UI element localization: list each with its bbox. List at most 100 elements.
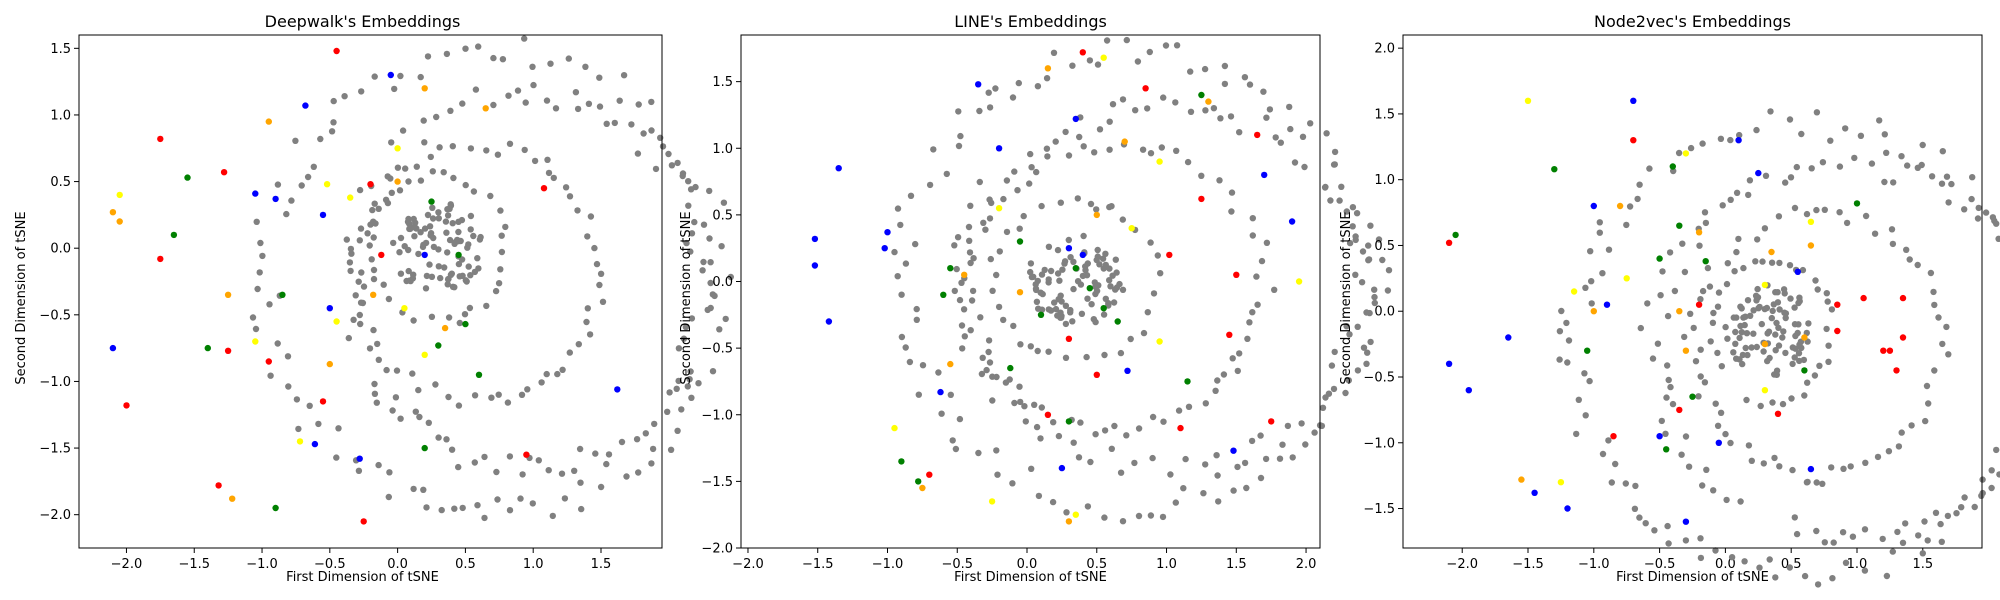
scatter-point-gray	[1649, 355, 1657, 362]
scatter-point-orange	[224, 291, 232, 298]
scatter-point-gray	[1065, 152, 1073, 159]
scatter-point-gray	[684, 383, 691, 390]
scatter-point-gray	[1158, 144, 1166, 151]
scatter-point-gray	[635, 469, 642, 476]
scatter-point-gray	[1214, 472, 1221, 479]
scatter-point-gray	[982, 226, 989, 233]
scatter-point-gray	[1070, 285, 1077, 293]
scatter-point-gray	[611, 119, 618, 127]
scatter-point-red	[367, 181, 374, 188]
scatter-point-gray	[1699, 482, 1706, 489]
scatter-point-gray	[1353, 210, 1361, 217]
scatter-point-gray	[1051, 299, 1058, 306]
scatter-point-gray	[1212, 387, 1219, 394]
scatter-point-gray	[1779, 400, 1787, 408]
scatter-point-gray	[412, 219, 419, 226]
scatter-point-gray	[1925, 400, 1932, 407]
scatter-point-blue	[811, 235, 819, 243]
scatter-point-gray	[388, 189, 395, 196]
scatter-point-gray	[585, 100, 593, 108]
scatter-point-gray	[417, 73, 424, 81]
scatter-point-yellow	[421, 351, 428, 358]
scatter-point-red	[1065, 335, 1073, 342]
scatter-point-gray	[1327, 197, 1334, 204]
scatter-point-gray	[955, 142, 963, 150]
scatter-point-gray	[1077, 419, 1084, 426]
scatter-point-gray	[652, 165, 660, 173]
scatter-point-gray	[605, 451, 613, 458]
scatter-point-gray	[1762, 172, 1770, 179]
y-tick-label: 1.0	[1374, 173, 1395, 188]
scatter-point-gray	[985, 348, 992, 356]
scatter-point-gray	[433, 113, 440, 121]
scatter-point-gray	[1825, 358, 1832, 365]
scatter-point-green	[272, 504, 279, 512]
scatter-point-gray	[1989, 214, 1997, 221]
scatter-point-gray	[1889, 548, 1897, 555]
scatter-point-gray	[1307, 120, 1314, 127]
scatter-point-gray	[1974, 215, 1982, 222]
scatter-point-gray	[1825, 342, 1832, 349]
scatter-point-gray	[1123, 432, 1130, 439]
scatter-point-gray	[1263, 239, 1271, 246]
scatter-point-gray	[1017, 398, 1024, 406]
scatter-point-gray	[1322, 183, 1329, 191]
scatter-point-gray	[1346, 239, 1354, 247]
x-tick-label: 1.5	[1226, 557, 1247, 572]
scatter-point-gray	[1107, 283, 1114, 290]
scatter-point-gray	[1241, 74, 1249, 81]
scatter-point-gray	[1003, 177, 1011, 184]
scatter-point-blue	[1058, 464, 1066, 472]
scatter-point-gray	[1262, 455, 1270, 463]
scatter-point-gray	[461, 311, 469, 318]
scatter-point-gray	[410, 485, 417, 493]
scatter-point-gray	[1101, 514, 1108, 521]
scatter-point-gray	[1743, 396, 1750, 404]
scatter-point-gray	[1724, 335, 1731, 342]
scatter-point-gray	[545, 467, 552, 474]
scatter-point-gray	[317, 135, 324, 143]
scatter-point-gray	[695, 380, 702, 387]
scatter-point-gray	[1945, 199, 1952, 206]
scatter-point-blue	[387, 71, 394, 79]
scatter-point-gray	[1883, 572, 1891, 580]
scatter-point-yellow	[116, 191, 123, 199]
scatter-point-gray	[1366, 309, 1373, 317]
scatter-point-gray	[420, 117, 427, 124]
scatter-point-gray	[355, 278, 362, 285]
scatter-point-gray	[966, 249, 974, 256]
scatter-point-gray	[1681, 333, 1688, 341]
scatter-point-gray	[518, 391, 526, 398]
x-tick-label: 1.0	[523, 557, 544, 572]
scatter-point-gray	[1773, 319, 1780, 327]
scatter-point-gray	[1634, 195, 1641, 203]
scatter-point-gray	[603, 120, 610, 128]
scatter-point-gray	[1058, 312, 1065, 320]
scatter-point-gray	[720, 199, 728, 206]
scatter-point-gray	[1573, 430, 1580, 438]
scatter-point-gray	[975, 449, 982, 457]
y-tick-label: −1.0	[39, 375, 71, 390]
scatter-point-gray	[1154, 252, 1162, 259]
scatter-point-gray	[1150, 290, 1158, 297]
scatter-point-gray	[596, 103, 604, 110]
scatter-point-gray	[1737, 303, 1744, 310]
scatter-point-gray	[956, 415, 964, 423]
scatter-point-gray	[1106, 265, 1113, 272]
scatter-point-gray	[425, 419, 432, 426]
scatter-point-gray	[1052, 305, 1060, 313]
scatter-point-gray	[467, 272, 474, 279]
scatter-point-gray	[1736, 356, 1743, 363]
scatter-point-gray	[1031, 401, 1038, 408]
scatter-point-green	[435, 342, 442, 349]
scatter-point-gray	[370, 275, 378, 283]
y-axis-label: Second Dimension of tSNE	[679, 211, 694, 384]
scatter-point-gray	[442, 218, 450, 225]
scatter-point-gray	[1871, 230, 1879, 237]
scatter-point-gray	[1119, 216, 1127, 223]
scatter-point-gray	[1699, 287, 1707, 295]
scatter-point-gray	[1139, 146, 1147, 153]
plot-frame	[740, 34, 1321, 549]
scatter-point-gray	[1697, 535, 1704, 542]
scatter-point-gray	[1948, 180, 1955, 188]
